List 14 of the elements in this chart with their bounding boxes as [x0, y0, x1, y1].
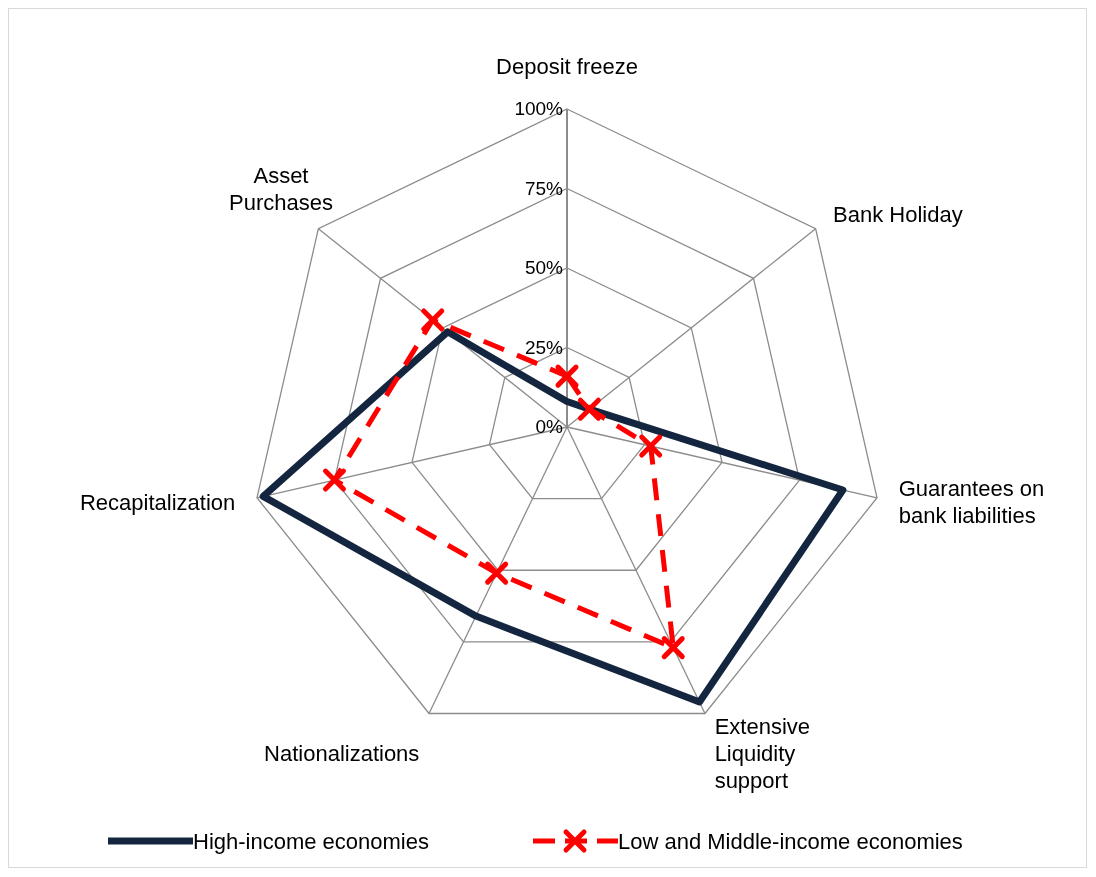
legend-label: Low and Middle-income economies [618, 829, 963, 854]
spoke-label: Deposit freeze [496, 53, 638, 79]
y-tick-label: 25% [524, 336, 564, 358]
spoke-label: Extensive Liquidity support [714, 713, 811, 793]
spoke-label: Nationalizations [264, 740, 420, 766]
y-tick-label: 0% [535, 416, 564, 437]
legend-label: High-income economies [193, 829, 429, 854]
y-tick-label: 75% [524, 177, 564, 199]
y-tick-label: 100% [514, 98, 564, 119]
spoke-label: Asset Purchases [229, 163, 333, 216]
y-tick-label: 50% [524, 257, 564, 278]
spoke-label: Recapitalization [79, 489, 236, 515]
spoke-label: Bank Holiday [833, 201, 963, 227]
spoke-label: Guarantees on bank liabilities [898, 476, 1045, 529]
